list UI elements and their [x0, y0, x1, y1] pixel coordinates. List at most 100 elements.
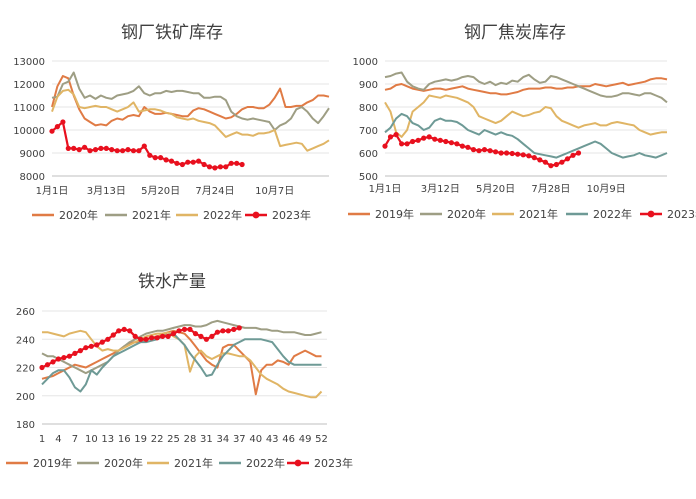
- y-tick-label: 9000: [20, 149, 45, 160]
- legend-label: 2021年: [132, 208, 171, 222]
- legend-item: 2021年: [492, 207, 558, 221]
- x-tick-label: 3月13日: [87, 185, 126, 197]
- series-2021年: [384, 94, 667, 138]
- x-tick-label: 16: [118, 434, 131, 445]
- y-tick-label: 200: [16, 392, 35, 403]
- data-point: [94, 342, 100, 348]
- x-tick-label: 37: [233, 434, 246, 445]
- x-tick-label: 28: [184, 434, 197, 445]
- x-tick-label: 40: [249, 434, 262, 445]
- y-tick-label: 13000: [13, 57, 45, 68]
- legend-label: 2023年: [314, 456, 353, 470]
- data-point: [105, 336, 111, 342]
- data-point: [147, 152, 153, 158]
- legend-label: 2022年: [203, 208, 242, 222]
- series-2020年: [384, 71, 668, 104]
- legend-item: 2022年: [219, 456, 285, 470]
- data-point: [158, 155, 164, 161]
- data-point: [114, 148, 120, 154]
- legend-label: 2021年: [174, 456, 213, 470]
- data-point: [476, 148, 482, 154]
- y-tick-label: 1000: [353, 57, 378, 68]
- legend-marker: [647, 210, 655, 218]
- legend-label: 2022年: [246, 456, 285, 470]
- data-point: [470, 147, 477, 153]
- data-point: [125, 147, 131, 153]
- x-tick-label: 1月1日: [369, 183, 402, 195]
- chart-title: 钢厂焦炭库存: [464, 23, 566, 43]
- y-tick-label: 600: [359, 149, 378, 160]
- data-point: [225, 328, 231, 334]
- data-point: [443, 138, 449, 145]
- x-axis: 1 4 7 10 13 16 19 22 25 28 31 34 37 40 43 46 49 52: [39, 423, 328, 445]
- data-point: [542, 159, 549, 165]
- y-tick-label: 220: [16, 364, 35, 375]
- data-point: [136, 148, 142, 154]
- data-point: [415, 137, 421, 143]
- data-point: [465, 144, 471, 150]
- data-point: [77, 348, 83, 354]
- legend-label: 2020年: [59, 208, 98, 222]
- series-line: [51, 71, 330, 131]
- series-2019年: [384, 77, 668, 96]
- series-2022年: [51, 88, 330, 152]
- data-point: [404, 141, 410, 147]
- data-point: [174, 160, 180, 166]
- data-point: [127, 328, 133, 334]
- data-point: [214, 329, 220, 335]
- x-tick-label: 34: [216, 434, 229, 445]
- data-point: [99, 339, 105, 345]
- data-point: [228, 160, 234, 166]
- data-point: [110, 332, 116, 338]
- data-point: [220, 328, 226, 334]
- y-tick-label: 8000: [20, 172, 45, 183]
- data-point: [116, 328, 122, 334]
- data-point: [66, 353, 72, 359]
- data-point: [170, 331, 177, 337]
- series-2023年: [39, 325, 242, 371]
- data-point: [206, 164, 213, 170]
- data-point: [198, 333, 204, 339]
- data-point: [181, 326, 188, 332]
- data-point: [39, 364, 45, 371]
- legend: 2020年 2021年 2022年 2023年: [32, 208, 311, 222]
- legend-label: 2021年: [519, 207, 558, 221]
- data-point: [481, 147, 488, 153]
- data-point: [132, 333, 138, 339]
- data-point: [176, 328, 182, 334]
- x-tick-label: 52: [315, 434, 328, 445]
- data-point: [61, 355, 67, 361]
- legend-item: 2020年: [420, 207, 486, 221]
- data-point: [421, 135, 427, 141]
- data-point: [454, 141, 460, 147]
- data-point: [82, 144, 88, 150]
- data-point: [387, 134, 394, 140]
- x-tick-label: 5月20日: [141, 185, 180, 197]
- data-point: [570, 152, 576, 158]
- x-tick-label: 25: [167, 434, 180, 445]
- legend: 2019年 2020年 2021年 2022年 2023年: [6, 456, 353, 470]
- data-point: [537, 157, 543, 163]
- x-tick-label: 31: [200, 434, 213, 445]
- x-tick-label: 46: [282, 434, 295, 445]
- series-2022年: [384, 112, 668, 159]
- legend-label: 2019年: [375, 207, 414, 221]
- data-point: [553, 161, 560, 168]
- data-point: [410, 138, 416, 145]
- y-tick-label: 180: [16, 420, 35, 431]
- series-line: [384, 112, 668, 159]
- series-line: [384, 94, 667, 138]
- x-tick-label: 22: [151, 434, 164, 445]
- data-point: [83, 345, 89, 351]
- x-tick-label: 1: [39, 434, 45, 445]
- data-point: [154, 335, 160, 341]
- legend-label: 2020年: [447, 207, 486, 221]
- data-point: [138, 336, 144, 342]
- x-tick-label: 7: [72, 434, 78, 445]
- data-point: [498, 150, 504, 156]
- chart-coke: 钢厂焦炭库存 500 600 700 800 900 1000 1月1日 3月12日 5月20…: [348, 23, 696, 221]
- legend-item: 2023年: [640, 207, 696, 221]
- data-point: [217, 164, 223, 170]
- plot-series: [39, 319, 323, 399]
- data-point: [548, 163, 554, 169]
